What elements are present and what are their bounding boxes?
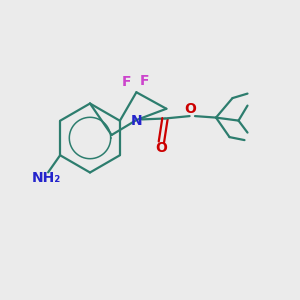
Text: O: O	[155, 142, 167, 155]
Text: F: F	[122, 75, 131, 89]
Text: F: F	[140, 74, 149, 88]
Text: N: N	[131, 114, 142, 128]
Text: O: O	[184, 103, 196, 116]
Text: NH₂: NH₂	[32, 171, 61, 185]
